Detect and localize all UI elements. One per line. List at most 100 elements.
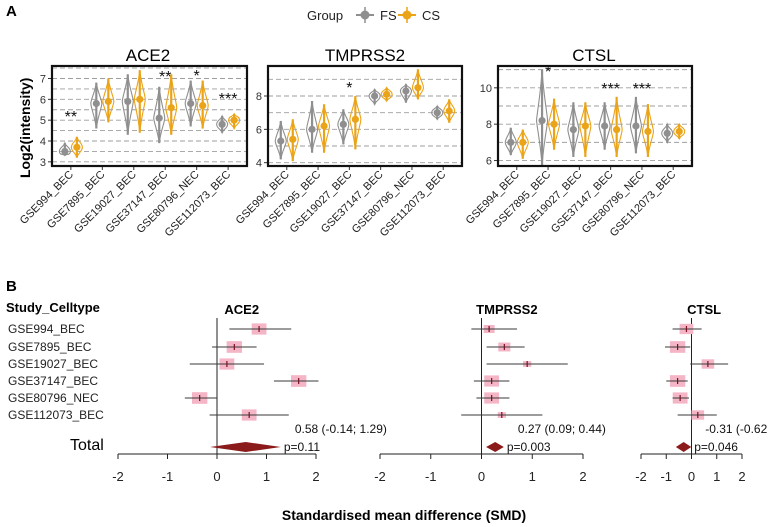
significance-marker: * (346, 80, 352, 97)
violin-cs (70, 134, 83, 160)
median-point-cs (136, 95, 144, 103)
pooled-estimate-diamond (210, 442, 281, 452)
x-tick-label: -1 (660, 469, 672, 484)
x-tick-label: -1 (162, 469, 174, 484)
study-column-header: Study_Celltype (6, 300, 100, 315)
legend-cs-marker (402, 10, 412, 20)
legend-title: Group (307, 8, 343, 23)
violin-fs (661, 122, 674, 145)
legend: Group FS CS (307, 7, 440, 23)
x-tick-label: 1 (713, 469, 720, 484)
y-tick-label: 10 (480, 83, 492, 95)
significance-marker: *** (601, 81, 620, 98)
y-tick-label: 6 (486, 156, 492, 168)
x-tick-label: GSE994_BEC (464, 169, 522, 227)
violin-panel-tmprss2: TMPRSS2468GSE994_BECGSE7895_BEC*GSE19027… (234, 46, 464, 239)
median-point-fs (339, 120, 347, 128)
study-label: GSE19027_BEC (8, 357, 98, 371)
y-tick-label: 8 (256, 91, 262, 103)
significance-marker: *** (633, 81, 652, 98)
median-point-cs (445, 107, 453, 115)
median-point-fs (124, 97, 132, 106)
y-tick-label: 5 (40, 115, 46, 127)
x-tick-label: 1 (263, 469, 270, 484)
y-axis-label: Log2(intensity) (17, 78, 33, 178)
x-tick-label: -1 (425, 469, 437, 484)
median-point-cs (675, 127, 683, 136)
significance-marker: * (545, 64, 551, 81)
p-value-text: p=0.11 (284, 440, 320, 454)
median-point-fs (433, 109, 441, 117)
y-tick-label: 8 (486, 119, 492, 131)
median-point-fs (308, 125, 316, 133)
median-point-cs (320, 122, 328, 130)
violin-fs (504, 127, 517, 156)
median-point-cs (613, 126, 621, 134)
median-point-fs (663, 129, 671, 137)
x-tick-label: 1 (529, 469, 536, 484)
violin-panel-title: ACE2 (126, 46, 170, 65)
median-point-cs (383, 90, 391, 98)
y-tick-label: 6 (40, 94, 46, 106)
y-tick-label: 7 (40, 74, 46, 86)
median-point-cs (230, 116, 238, 124)
significance-marker: ** (65, 109, 77, 126)
study-label: GSE37147_BEC (8, 374, 98, 388)
median-point-fs (277, 137, 285, 145)
violin-fs (629, 96, 642, 154)
panel-a: A Group FS CS Log2(intensity) ACE2 3 4 5 6 7 *… (6, 3, 694, 239)
violin-panel-title: TMPRSS2 (325, 46, 405, 65)
legend-fs-label: FS (380, 8, 397, 23)
x-tick-label: -2 (112, 469, 124, 484)
study-label: GSE994_BEC (8, 322, 85, 336)
median-point-fs (569, 126, 577, 134)
median-point-fs (538, 116, 546, 125)
median-point-fs (92, 99, 100, 108)
median-point-fs (61, 147, 69, 156)
y-tick-label: 3 (40, 157, 46, 169)
median-point-fs (632, 122, 640, 130)
panel-b: B Study_Celltype GSE994_BECGSE7895_BECGS… (6, 278, 768, 523)
total-label: Total (70, 437, 104, 454)
median-point-fs (601, 122, 609, 130)
violin-panel-frame (266, 64, 464, 168)
x-tick-label: 2 (579, 469, 586, 484)
median-point-cs (289, 135, 297, 143)
violin-panel-title: CTSL (572, 46, 615, 65)
violin-panel-ace2: ACE234567**GSE994_BECGSE7895_BECGSE19027… (18, 46, 249, 239)
forest-panel-title: TMPRSS2 (476, 302, 537, 317)
median-point-fs (218, 120, 226, 128)
pooled-estimate-text: 0.58 (-0.14; 1.29) (295, 422, 387, 436)
median-point-cs (73, 143, 81, 151)
median-point-cs (519, 138, 527, 146)
violin-cs (133, 70, 146, 133)
forest-panel-title: ACE2 (224, 302, 259, 317)
median-point-fs (155, 114, 163, 122)
significance-marker: *** (219, 91, 238, 108)
x-tick-label: 0 (478, 469, 485, 484)
forest-panel-tmprss2: TMPRSS2 0.27 (0.09; 0.44) p=0.003 -2 -1 0 1 2 (374, 302, 606, 484)
forest-panel-title: CTSL (687, 302, 721, 317)
forest-panel-ace2: ACE2 0.58 (-0.14; 1.29) p=0.11 -2 -1 0 1 2 (112, 302, 387, 484)
significance-marker: * (194, 68, 200, 85)
median-point-cs (550, 120, 558, 128)
study-label: GSE112073_BEC (8, 408, 104, 422)
y-tick-label: 6 (256, 124, 262, 136)
x-tick-label: 2 (312, 469, 319, 484)
median-point-cs (104, 97, 112, 106)
violin-fs (216, 114, 229, 135)
median-point-fs (187, 99, 195, 108)
panel-a-label: A (6, 3, 17, 20)
pooled-estimate-diamond (675, 442, 692, 452)
legend-cs-label: CS (422, 8, 440, 23)
violin-panel-frame (50, 64, 249, 168)
significance-marker: ** (159, 69, 171, 86)
p-value-text: p=0.046 (694, 440, 738, 454)
violin-fs (399, 82, 412, 103)
x-tick-label: 0 (688, 469, 695, 484)
median-point-cs (581, 122, 589, 130)
study-labels: GSE994_BEC GSE7895_BEC GSE19027_BEC GSE3714… (8, 322, 104, 422)
forest-panels: ACE2 0.58 (-0.14; 1.29) p=0.11 -2 -1 0 1 2 TMPRS… (112, 302, 768, 484)
y-tick-label: 4 (40, 136, 46, 148)
